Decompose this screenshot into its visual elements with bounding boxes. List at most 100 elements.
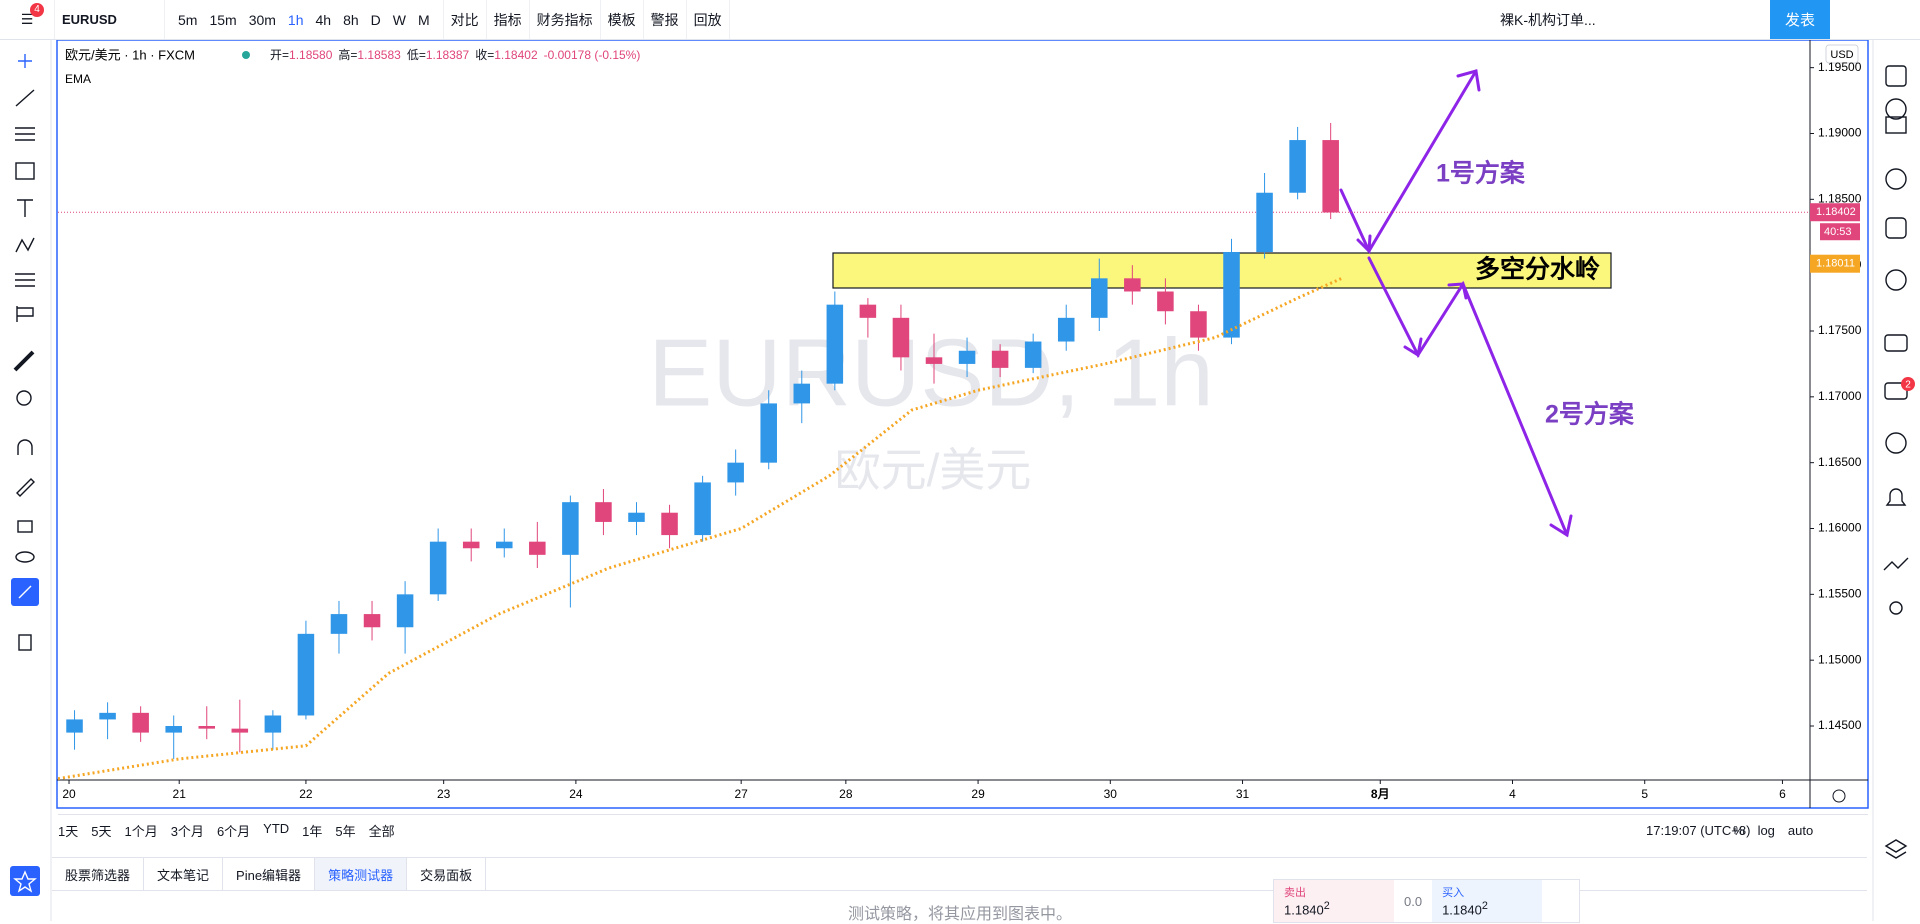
ohlc-value: 1.18387 bbox=[426, 48, 470, 62]
menu[interactable]: ☰ 4 bbox=[0, 0, 55, 39]
panel-tab[interactable]: 交易面板 bbox=[407, 858, 487, 890]
y-tick-label: 1.16000 bbox=[1818, 521, 1862, 535]
candle-body bbox=[1091, 278, 1108, 318]
y-tick-label: 1.15500 bbox=[1818, 587, 1862, 601]
range-button[interactable]: 3个月 bbox=[170, 824, 204, 839]
arrow-head bbox=[1456, 69, 1481, 92]
panel-tab[interactable]: 文本笔记 bbox=[144, 858, 224, 890]
x-tick-label: 31 bbox=[1236, 787, 1250, 801]
range-button[interactable]: 6个月 bbox=[216, 824, 251, 839]
interval[interactable]: M bbox=[418, 11, 430, 28]
candle-body bbox=[958, 350, 976, 364]
candle-body bbox=[297, 633, 315, 716]
icon-chat2 bbox=[1884, 382, 1908, 400]
range-button[interactable]: 1天 bbox=[58, 824, 79, 839]
icon-cross bbox=[18, 54, 32, 68]
interval[interactable]: 30m bbox=[248, 11, 276, 28]
candle-body bbox=[892, 317, 910, 358]
interval[interactable]: D bbox=[370, 11, 381, 28]
ema-legend: EMA bbox=[65, 72, 91, 86]
panel-tab[interactable]: 策略测试器 bbox=[315, 858, 408, 890]
icon-forecast bbox=[15, 273, 35, 287]
interval[interactable]: 15m bbox=[209, 11, 237, 28]
y-tick-label: 1.17500 bbox=[1818, 323, 1862, 337]
range-bar: 1天 5天 1个月 3个月 6个月 YTD 1年 5年 全部 17:19:07 (UTC+8) … bbox=[58, 814, 1868, 846]
ranges: 1天 5天 1个月 3个月 6个月 YTD 1年 5年 全部 bbox=[58, 821, 408, 840]
ohlc-legend: 开=1.18580 高=1.18583 低=1.18387 收=1.18402 -0.0… bbox=[270, 47, 640, 62]
interval[interactable]: 4h bbox=[315, 11, 332, 28]
toolbar-buttons: 对比 指标 财务指标 模板 警报 回放 bbox=[444, 0, 730, 39]
interval[interactable]: 5m bbox=[178, 11, 198, 28]
candle-body bbox=[1124, 278, 1141, 292]
interval[interactable]: W bbox=[392, 11, 406, 28]
range-button[interactable]: YTD bbox=[263, 821, 290, 836]
icon-bell bbox=[1885, 488, 1907, 506]
axis-settings[interactable] bbox=[1832, 789, 1846, 803]
x-tick-label: 5 bbox=[1641, 787, 1648, 801]
scale-option[interactable]: log bbox=[1757, 823, 1775, 838]
publish-button[interactable]: 发表 bbox=[1770, 0, 1830, 39]
icon-pencil bbox=[16, 478, 35, 497]
range-button[interactable]: 1年 bbox=[302, 824, 323, 839]
toolbar-button[interactable]: 财务指标 bbox=[530, 0, 601, 39]
buy-box[interactable]: 买入 1.18402 bbox=[1432, 880, 1543, 922]
candle-body bbox=[132, 712, 149, 733]
candle-body bbox=[1024, 341, 1042, 368]
icon-calendar bbox=[1885, 217, 1907, 239]
plan2-label: 2号方案 bbox=[1545, 400, 1635, 429]
toolbar-button[interactable]: 对比 bbox=[444, 0, 487, 39]
candle-body bbox=[1190, 311, 1207, 338]
x-tick-label: 22 bbox=[299, 787, 313, 801]
toolbar-button[interactable]: 警报 bbox=[644, 0, 687, 39]
intervals: 5m 15m 30m 1h 4h 8h D W M bbox=[165, 0, 444, 39]
favorites-button[interactable] bbox=[10, 866, 40, 896]
layout-name[interactable]: 裸K-机构订单... bbox=[1500, 0, 1596, 39]
clock: 17:19:07 (UTC+8) bbox=[1646, 823, 1751, 838]
icon-watchlist bbox=[1885, 65, 1907, 87]
icon-ruler bbox=[13, 350, 35, 372]
buy-pip: 2 bbox=[1481, 900, 1488, 913]
ohlc-value: 1.18580 bbox=[289, 48, 333, 62]
icon-eye bbox=[15, 551, 35, 563]
scale-option[interactable]: auto bbox=[1787, 823, 1814, 838]
icon-star bbox=[13, 870, 37, 893]
plan1-label: 1号方案 bbox=[1436, 159, 1526, 188]
range-button[interactable]: 5年 bbox=[335, 824, 356, 839]
candle-body bbox=[760, 403, 777, 463]
candle-body bbox=[1289, 140, 1306, 193]
range-button[interactable]: 全部 bbox=[368, 824, 395, 839]
x-tick-label: 21 bbox=[173, 787, 187, 801]
toolbar-button[interactable]: 模板 bbox=[601, 0, 644, 39]
watermark-symbol: EURUSD, 1h bbox=[648, 319, 1214, 426]
scale-option[interactable]: % bbox=[1733, 823, 1745, 838]
ohlc-key: 收= bbox=[475, 48, 494, 62]
icon-fib bbox=[15, 127, 35, 141]
candle-body bbox=[1322, 140, 1339, 213]
x-tick-label: 29 bbox=[971, 787, 985, 801]
left-toolbar-icons bbox=[10, 54, 40, 896]
symbol[interactable]: EURUSD bbox=[55, 0, 165, 39]
panel-tab[interactable]: 股票筛选器 bbox=[52, 858, 145, 890]
candle-body bbox=[826, 304, 844, 384]
spread: 0.0 bbox=[1404, 893, 1423, 909]
candle-body bbox=[496, 541, 513, 549]
toolbar-button[interactable]: 回放 bbox=[687, 0, 730, 39]
interval[interactable]: 1h bbox=[287, 11, 304, 28]
y-tick-label: 1.14500 bbox=[1818, 718, 1862, 732]
range-button[interactable]: 1个月 bbox=[124, 824, 158, 839]
icon-news bbox=[1885, 116, 1907, 134]
icon-chart bbox=[1883, 557, 1909, 571]
buy-price: 1.1840 bbox=[1442, 902, 1482, 918]
range-button[interactable]: 5天 bbox=[91, 824, 112, 839]
interval[interactable]: 8h bbox=[343, 11, 359, 28]
icon-dots bbox=[1889, 601, 1903, 615]
icon-alerts bbox=[1885, 98, 1907, 120]
chart-border bbox=[56, 39, 1869, 809]
y-tick-label: 1.19000 bbox=[1818, 126, 1862, 140]
sell-box[interactable]: 卖出 1.18402 bbox=[1274, 880, 1394, 922]
panel-tab[interactable]: Pine编辑器 bbox=[223, 858, 316, 890]
candle-body bbox=[1223, 251, 1240, 338]
toolbar-button[interactable]: 指标 bbox=[487, 0, 530, 39]
x-tick-label: 28 bbox=[839, 787, 853, 801]
candle-body bbox=[429, 541, 447, 595]
